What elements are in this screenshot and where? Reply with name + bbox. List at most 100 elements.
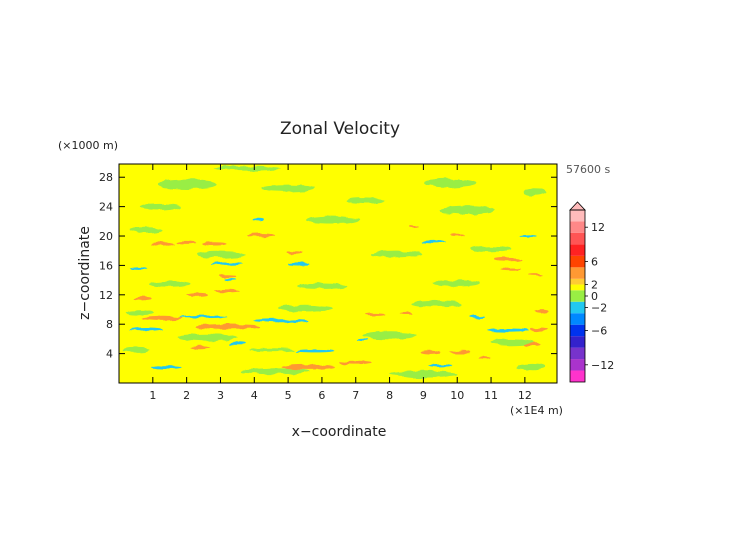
x-tick-label: 4 bbox=[251, 389, 258, 402]
x-axis: 1 2 3 4 5 6 7 8 9 10 11 12 bbox=[149, 164, 532, 402]
colorbar-label: −6 bbox=[591, 324, 607, 337]
colorbar-swatch bbox=[570, 210, 585, 222]
neutral-region bbox=[149, 280, 191, 287]
neutral-region bbox=[470, 246, 512, 253]
neutral-region bbox=[296, 283, 348, 289]
velocity-region bbox=[212, 262, 243, 266]
plot-area bbox=[119, 164, 557, 383]
velocity-region bbox=[130, 266, 148, 269]
colorbar-label: 6 bbox=[591, 256, 598, 269]
velocity-region bbox=[186, 292, 207, 296]
velocity-region bbox=[428, 363, 453, 367]
velocity-region bbox=[450, 349, 471, 354]
x-tick-label: 2 bbox=[183, 389, 190, 402]
velocity-region bbox=[179, 315, 228, 319]
neutral-region bbox=[518, 363, 546, 370]
velocity-region bbox=[528, 273, 542, 276]
neutral-region bbox=[425, 178, 476, 188]
neutral-region bbox=[305, 216, 360, 224]
colorbar: 12 6 20−2 −6 −12 bbox=[569, 201, 614, 383]
colorbar-swatch bbox=[570, 221, 585, 233]
y-tick-label: 28 bbox=[99, 171, 113, 184]
colorbar-swatch bbox=[570, 370, 585, 382]
velocity-region bbox=[151, 242, 175, 246]
velocity-region bbox=[213, 288, 241, 292]
neutral-region bbox=[240, 368, 309, 375]
x-tick-label: 11 bbox=[484, 389, 498, 402]
velocity-region bbox=[142, 316, 184, 321]
colorbar-label: 2 bbox=[591, 279, 598, 292]
velocity-region bbox=[529, 327, 547, 332]
velocity-region bbox=[469, 315, 486, 319]
neutral-region bbox=[277, 304, 333, 312]
y-tick-label: 24 bbox=[99, 201, 113, 214]
velocity-region bbox=[218, 274, 236, 279]
velocity-region bbox=[523, 342, 541, 346]
velocity-region bbox=[399, 312, 414, 316]
neutral-region bbox=[125, 310, 153, 315]
colorbar-label: −2 bbox=[591, 301, 607, 314]
neutral-region bbox=[440, 206, 495, 214]
velocity-region bbox=[420, 350, 441, 354]
colorbar-swatch bbox=[570, 313, 585, 325]
plot-background bbox=[119, 164, 557, 383]
velocity-region bbox=[338, 360, 373, 365]
velocity-region bbox=[421, 240, 446, 244]
velocity-region bbox=[129, 326, 163, 331]
velocity-region bbox=[519, 234, 537, 238]
velocity-region bbox=[134, 296, 152, 301]
y-tick-label: 12 bbox=[99, 289, 113, 302]
colorbar-swatch bbox=[570, 359, 585, 371]
velocity-region bbox=[247, 233, 275, 238]
x-tick-label: 8 bbox=[386, 389, 393, 402]
velocity-region bbox=[225, 279, 236, 282]
colorbar-extend-arrow bbox=[569, 201, 586, 211]
y-axis-label: z−coordinate bbox=[77, 226, 93, 320]
velocity-region bbox=[254, 319, 309, 323]
neutral-region bbox=[370, 251, 422, 258]
neutral-regions bbox=[122, 166, 547, 378]
velocity-region bbox=[535, 309, 549, 313]
neutral-region bbox=[196, 251, 245, 258]
y-tick-label: 20 bbox=[99, 230, 113, 243]
colorbar-swatch bbox=[570, 301, 585, 314]
colorbar-swatch bbox=[570, 324, 585, 337]
neutral-region bbox=[433, 279, 481, 287]
velocity-region bbox=[286, 250, 304, 254]
neutral-region bbox=[139, 203, 180, 210]
neutral-region bbox=[156, 180, 218, 189]
velocity-region bbox=[249, 348, 294, 352]
neutral-region bbox=[261, 184, 316, 192]
neutral-region bbox=[411, 300, 463, 307]
velocity-region bbox=[477, 356, 492, 360]
colorbar-swatch bbox=[570, 336, 585, 348]
chart-title: Zonal Velocity bbox=[280, 119, 400, 139]
velocity-region bbox=[365, 313, 387, 316]
neutral-region bbox=[129, 227, 163, 234]
y-axis: 4 8 12 16 20 24 28 bbox=[99, 171, 557, 361]
y-tick-label: 8 bbox=[106, 318, 113, 331]
x-tick-label: 3 bbox=[217, 389, 224, 402]
plot-frame bbox=[118, 163, 558, 384]
colorbar-swatch bbox=[570, 347, 585, 360]
neutral-region bbox=[213, 166, 282, 171]
colorbar-swatch bbox=[570, 290, 585, 302]
neutral-region bbox=[345, 197, 387, 205]
velocity-region bbox=[288, 261, 309, 265]
colorbar-swatch bbox=[570, 244, 585, 256]
x-tick-label: 7 bbox=[352, 389, 359, 402]
colorbar-swatch bbox=[570, 255, 585, 268]
x-tick-label: 10 bbox=[450, 389, 464, 402]
colorbar-label: −12 bbox=[591, 359, 614, 372]
colorbar-swatch bbox=[570, 232, 585, 245]
velocity-regions bbox=[129, 219, 549, 370]
y-tick-label: 4 bbox=[106, 348, 113, 361]
neutral-region bbox=[176, 333, 238, 342]
velocity-region bbox=[487, 328, 529, 333]
y-tick-label: 16 bbox=[99, 259, 113, 272]
velocity-region bbox=[250, 219, 265, 222]
velocity-region bbox=[228, 342, 246, 346]
velocity-region bbox=[281, 364, 336, 370]
time-label: 57600 s bbox=[566, 163, 610, 176]
